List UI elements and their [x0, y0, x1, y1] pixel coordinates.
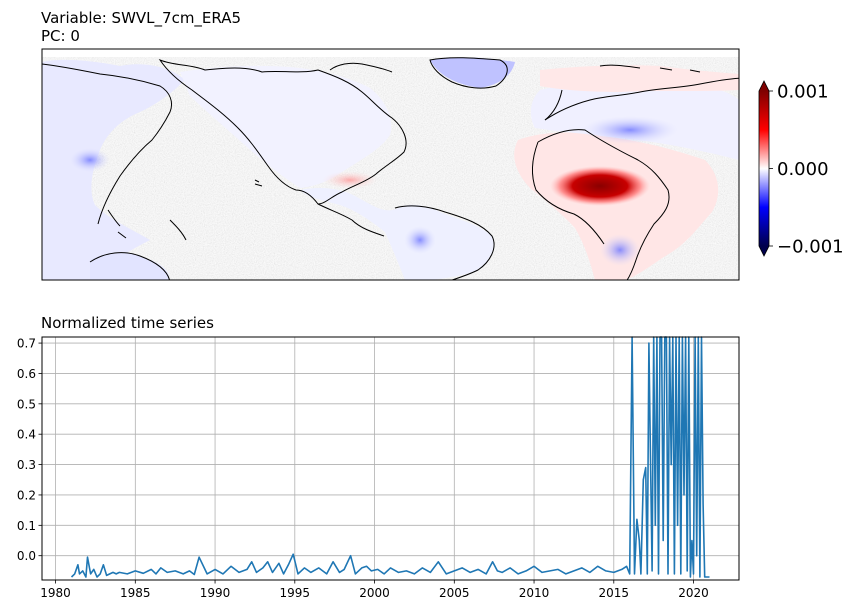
colorbar-tick-label: −0.001: [777, 237, 844, 258]
x-tick-label: 2005: [439, 586, 470, 600]
south-america-negative-anomaly: [404, 226, 436, 254]
x-tick-label: 2010: [519, 586, 550, 600]
map-frame: [41, 48, 740, 281]
colorbar-extend-max: [759, 81, 769, 91]
us-positive-anomaly: [322, 171, 378, 189]
x-tick-label: 2000: [359, 586, 390, 600]
colorbar-tick-label: 0.001: [777, 82, 829, 103]
colorbar-tick-label: 0.000: [777, 159, 829, 180]
map-title-pc: PC: 0: [41, 27, 80, 45]
sahel-anomaly-hotspot: [550, 166, 650, 206]
y-axis-ticks: 0.0 0.1 0.2 0.3 0.4 0.5 0.6 0.7: [17, 337, 42, 563]
colorbar: 0.001 0.000 −0.001: [758, 80, 844, 258]
colorbar-gradient: [759, 91, 769, 246]
y-tick-label: 0.5: [17, 397, 36, 411]
time-series-chart: Normalized time series 1980 1985 1990 1995 2…: [17, 314, 740, 600]
y-tick-label: 0.2: [17, 488, 36, 502]
colorbar-extend-min: [759, 246, 769, 256]
coastlines: [42, 57, 739, 280]
east-asia-negative-anomaly: [70, 148, 110, 172]
y-tick-label: 0.1: [17, 519, 36, 533]
land-anomaly-fill: [42, 57, 739, 280]
x-tick-label: 1980: [40, 586, 71, 600]
y-tick-label: 0.7: [17, 337, 36, 351]
x-tick-label: 1995: [280, 586, 311, 600]
y-tick-label: 0.6: [17, 367, 36, 381]
asia-negative-anomaly: [582, 116, 678, 144]
x-axis-ticks: 1980 1985 1990 1995 2000 2005 2010 2015 2020: [40, 580, 709, 600]
colorbar-ticks: 0.001 0.000 −0.001: [769, 82, 844, 258]
y-tick-label: 0.0: [17, 549, 36, 563]
map-field: [42, 49, 739, 280]
x-tick-label: 2015: [599, 586, 630, 600]
chart-title: Normalized time series: [41, 314, 214, 332]
y-tick-label: 0.4: [17, 428, 36, 442]
x-tick-label: 1985: [120, 586, 151, 600]
chart-grid: [42, 337, 739, 580]
southern-africa-negative-anomaly: [600, 234, 640, 266]
chart-frame: [41, 336, 740, 581]
x-tick-label: 1990: [200, 586, 231, 600]
y-tick-label: 0.3: [17, 458, 36, 472]
map-title-variable: Variable: SWVL_7cm_ERA5: [41, 9, 242, 27]
x-tick-label: 2020: [678, 586, 709, 600]
